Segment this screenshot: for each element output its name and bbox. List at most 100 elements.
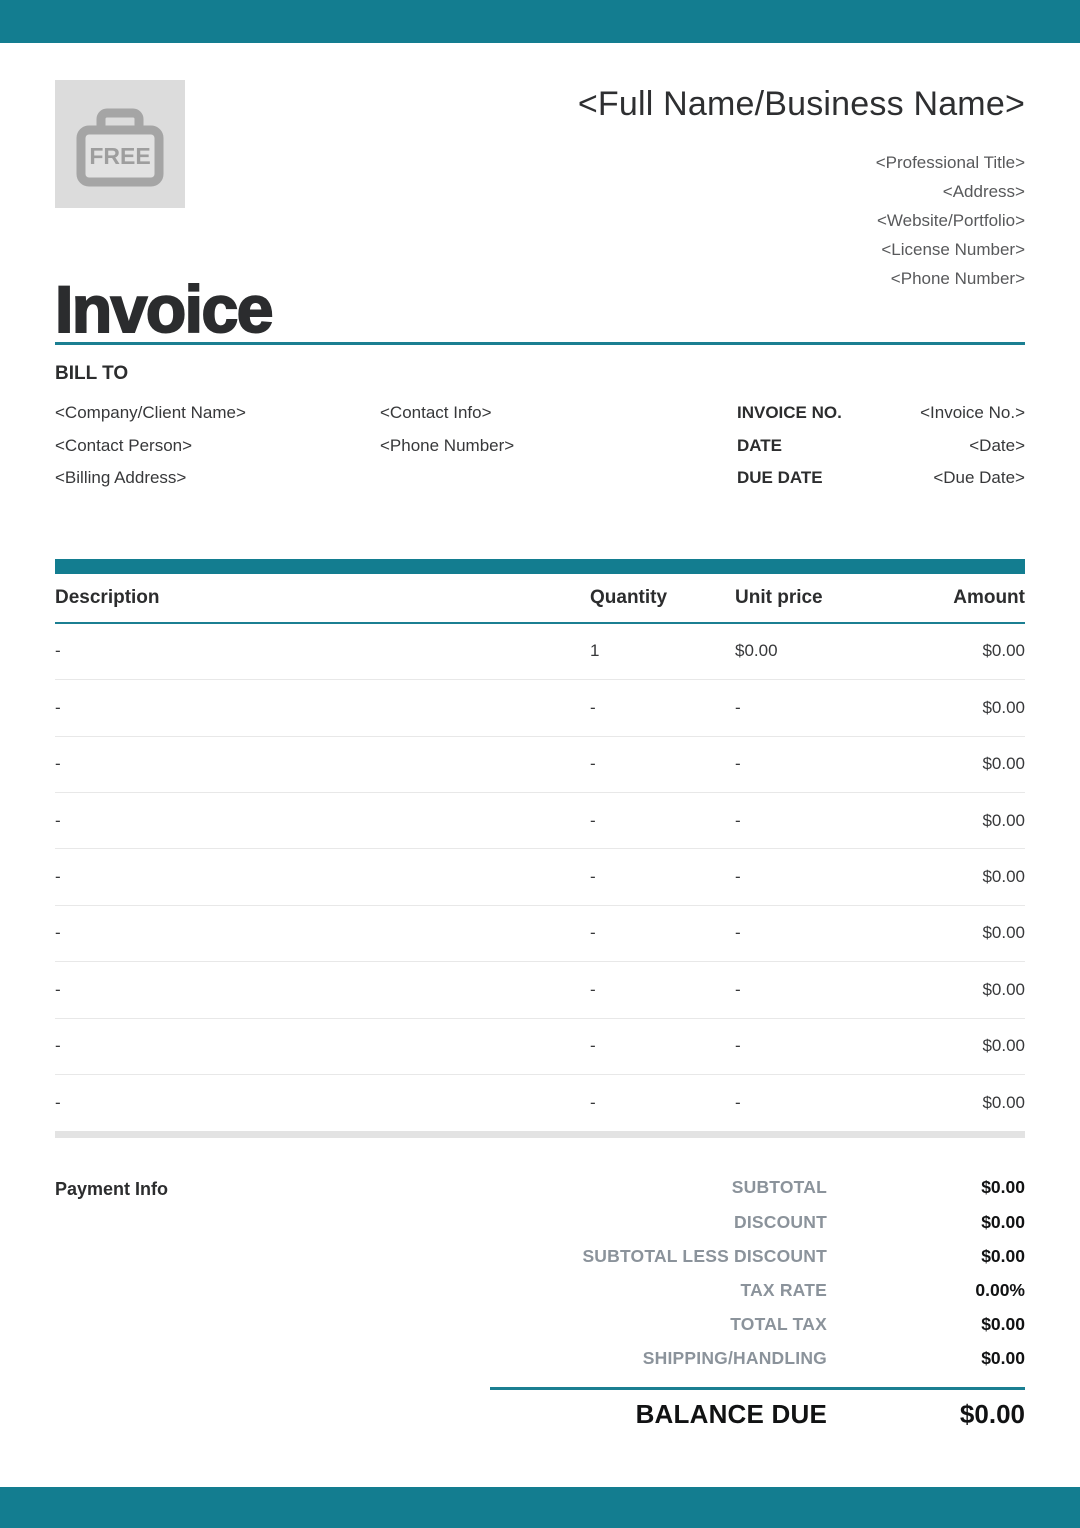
- payment-info-label: Payment Info: [55, 1179, 169, 1200]
- business-detail-field[interactable]: <Phone Number>: [890, 269, 1025, 288]
- meta-label: DATE: [737, 435, 783, 455]
- summary-value: $0.00: [981, 1314, 1025, 1335]
- balance-due-rule: [490, 1386, 1025, 1390]
- quantity-cell[interactable]: -: [590, 979, 596, 999]
- summary-label: SUBTOTAL LESS DISCOUNT: [582, 1245, 827, 1266]
- amount-cell: $0.00: [982, 1093, 1025, 1113]
- bill-to-middle-column: <Contact Info> <Phone Number>: [380, 397, 1025, 495]
- unit-price-cell[interactable]: -: [735, 1036, 741, 1056]
- business-detail-field[interactable]: <Website/Portfolio>: [876, 211, 1025, 230]
- unit-price-cell[interactable]: -: [735, 1093, 741, 1113]
- summary-value: $0.00: [981, 1211, 1025, 1232]
- bill-to-field[interactable]: <Contact Info>: [380, 403, 492, 422]
- summary-label: DISCOUNT: [734, 1211, 827, 1232]
- amount-cell: $0.00: [982, 697, 1025, 717]
- unit-price-cell[interactable]: -: [735, 979, 741, 999]
- briefcase-icon: FREE: [76, 108, 164, 187]
- table-header-row: Description Quantity Unit price Amount: [55, 574, 1025, 624]
- summary-label: SHIPPING/HANDLING: [642, 1348, 827, 1369]
- amount-cell: $0.00: [982, 867, 1025, 887]
- description-cell[interactable]: -: [55, 697, 61, 717]
- summary-value: $0.00: [981, 1348, 1025, 1369]
- table-row: - - - $0.00: [55, 849, 1025, 906]
- table-row: - - - $0.00: [55, 962, 1025, 1019]
- free-briefcase-logo: FREE: [55, 80, 185, 208]
- invoice-header: FREE <Full Name/Business Name> <Professi…: [54, 43, 1025, 347]
- bill-to-field[interactable]: <Contact Person>: [55, 435, 193, 455]
- amount-cell: $0.00: [982, 923, 1025, 943]
- description-cell[interactable]: -: [55, 641, 61, 661]
- table-accent-bar: [55, 558, 1025, 574]
- header-divider: [55, 342, 1025, 345]
- bill-to-field[interactable]: <Billing Address>: [55, 468, 187, 488]
- invoice-meta-row: DATE <Date>: [737, 430, 1025, 463]
- quantity-cell[interactable]: -: [590, 810, 596, 830]
- bill-to-heading: BILL TO: [55, 363, 129, 384]
- amount-cell: $0.00: [982, 810, 1025, 830]
- table-row: - - - $0.00: [55, 906, 1025, 963]
- table-row: - 1 $0.00 $0.00: [55, 624, 1025, 681]
- summary-label: TAX RATE: [740, 1279, 827, 1300]
- quantity-cell[interactable]: 1: [590, 641, 600, 661]
- bill-to-field[interactable]: <Phone Number>: [380, 435, 515, 455]
- balance-due-row: BALANCE DUE $0.00: [490, 1399, 1025, 1430]
- table-row: - - - $0.00: [55, 680, 1025, 737]
- meta-label: INVOICE NO.: [737, 403, 842, 422]
- business-detail-field[interactable]: <Address>: [942, 182, 1025, 201]
- invoice-meta-row: INVOICE NO. <Invoice No.>: [737, 397, 1025, 430]
- unit-price-cell[interactable]: -: [735, 697, 741, 717]
- quantity-cell[interactable]: -: [590, 923, 596, 943]
- column-header-quantity: Quantity: [590, 586, 668, 608]
- description-cell[interactable]: -: [55, 1036, 61, 1056]
- description-cell[interactable]: -: [55, 1093, 61, 1113]
- column-header-unit-price: Unit price: [735, 586, 823, 608]
- quantity-cell[interactable]: -: [590, 1093, 596, 1113]
- unit-price-cell[interactable]: -: [735, 810, 741, 830]
- meta-value-field[interactable]: <Date>: [969, 435, 1025, 455]
- summary-row: SUBTOTAL LESS DISCOUNT $0.00: [490, 1239, 1025, 1273]
- summary-value: $0.00: [981, 1177, 1025, 1198]
- summary-label: TOTAL TAX: [730, 1314, 827, 1335]
- description-cell[interactable]: -: [55, 867, 61, 887]
- bottom-accent-bar: [0, 1487, 1080, 1528]
- meta-label: DUE DATE: [737, 468, 823, 488]
- amount-cell: $0.00: [982, 979, 1025, 999]
- unit-price-cell[interactable]: -: [735, 867, 741, 887]
- unit-price-cell[interactable]: -: [735, 923, 741, 943]
- invoice-meta-row: DUE DATE <Due Date>: [737, 462, 1025, 495]
- table-footer-bar: [55, 1131, 1025, 1139]
- business-name-field[interactable]: <Full Name/Business Name>: [577, 85, 1025, 123]
- business-detail-field[interactable]: <Professional Title>: [875, 153, 1025, 172]
- description-cell[interactable]: -: [55, 979, 61, 999]
- summary-row: SHIPPING/HANDLING $0.00: [490, 1341, 1025, 1375]
- bill-to-columns: <Company/Client Name> <Contact Person> <Bi…: [55, 397, 1025, 495]
- bill-to-field[interactable]: <Company/Client Name>: [55, 403, 246, 422]
- svg-text:FREE: FREE: [89, 143, 150, 169]
- bill-to-section: BILL TO <Company/Client Name> <Contact Pe…: [55, 362, 1025, 495]
- description-cell[interactable]: -: [55, 923, 61, 943]
- description-cell[interactable]: -: [55, 754, 61, 774]
- meta-value-field[interactable]: <Invoice No.>: [920, 403, 1025, 422]
- meta-value-field[interactable]: <Due Date>: [933, 468, 1025, 488]
- balance-due-label: BALANCE DUE: [635, 1398, 827, 1429]
- amount-cell: $0.00: [982, 641, 1025, 661]
- summary-rows: SUBTOTAL $0.00 DISCOUNT $0.00 SUBTOTAL L…: [490, 1170, 1025, 1375]
- quantity-cell[interactable]: -: [590, 867, 596, 887]
- quantity-cell[interactable]: -: [590, 754, 596, 774]
- amount-cell: $0.00: [982, 1036, 1025, 1056]
- top-accent-bar: [0, 0, 1080, 43]
- bill-to-left-column: <Company/Client Name> <Contact Person> <Bi…: [55, 397, 380, 495]
- quantity-cell[interactable]: -: [590, 697, 596, 717]
- balance-due-value: $0.00: [959, 1398, 1025, 1429]
- business-detail-field[interactable]: <License Number>: [881, 240, 1025, 259]
- unit-price-cell[interactable]: $0.00: [735, 641, 778, 661]
- column-header-amount: Amount: [953, 586, 1025, 608]
- quantity-cell[interactable]: -: [590, 1036, 596, 1056]
- unit-price-cell[interactable]: -: [735, 754, 741, 774]
- summary-value: $0.00: [981, 1245, 1025, 1266]
- summary-value: 0.00%: [975, 1279, 1025, 1300]
- table-body: - 1 $0.00 $0.00 - - - $0.00 - - - $0.00: [55, 624, 1025, 1132]
- description-cell[interactable]: -: [55, 810, 61, 830]
- table-row: - - - $0.00: [55, 737, 1025, 793]
